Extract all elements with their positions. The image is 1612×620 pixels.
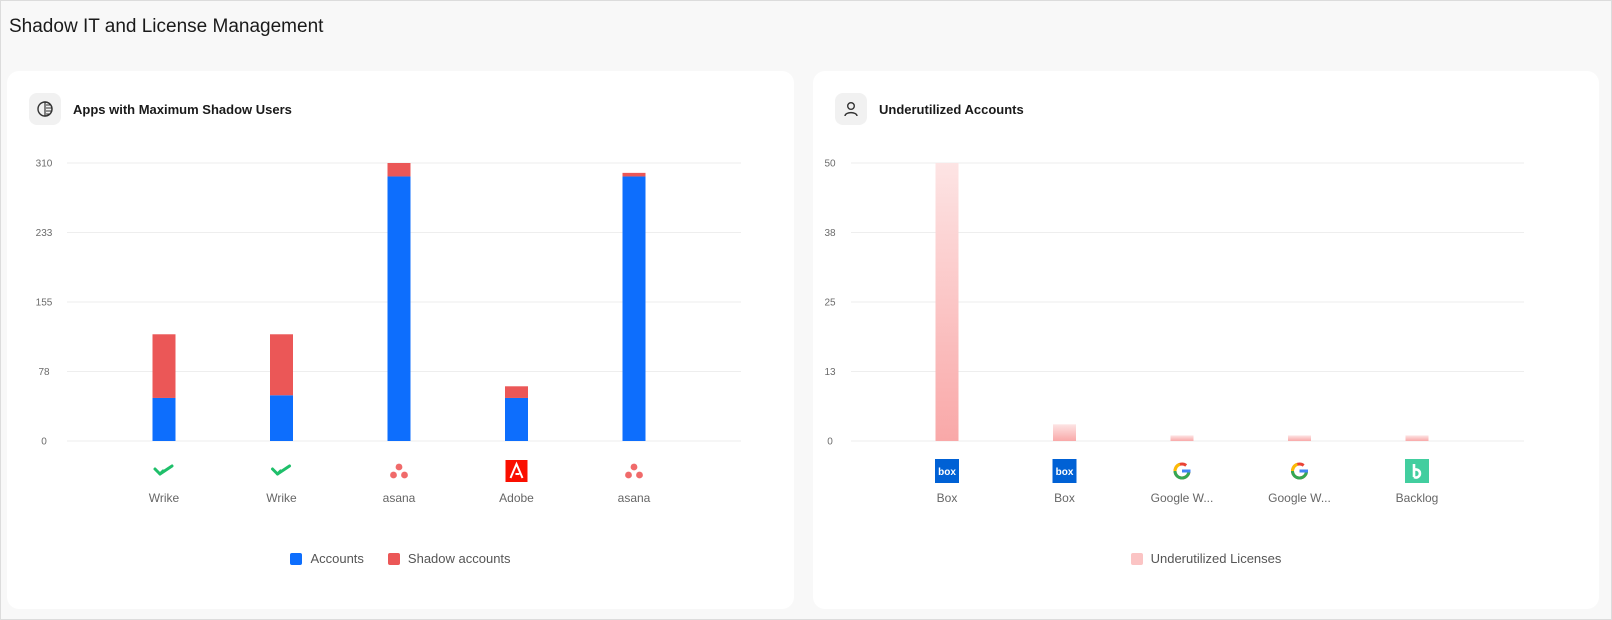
wrike-icon: [153, 464, 174, 476]
x-category-label: asana: [383, 491, 416, 505]
bars: Wrike Wrike asana Adobe asana: [149, 163, 651, 505]
bar-shadow-accounts[interactable]: [152, 334, 176, 398]
x-category-label: Adobe: [499, 491, 534, 505]
shadow-users-card: Apps with Maximum Shadow Users 0 78 155 233…: [7, 71, 794, 609]
bar-accounts[interactable]: [622, 176, 646, 442]
underutilized-chart: 0 13 25 38 50 box Box box Box Google W... Google W…: [824, 159, 1524, 505]
bar-underutilized-licenses[interactable]: [1053, 424, 1076, 441]
bar-shadow-accounts[interactable]: [270, 334, 293, 396]
shadow-users-card-title: Apps with Maximum Shadow Users: [73, 101, 292, 117]
x-category-label: Backlog: [1396, 491, 1439, 505]
bars: box Box box Box Google W... Google W... Backlo…: [935, 163, 1438, 505]
legend-label-underutilized-licenses: Underutilized Licenses: [1150, 551, 1282, 566]
shadow-accounts-swatch: [387, 552, 400, 565]
box-icon: box: [1052, 459, 1077, 483]
underutilized-card: Underutilized Accounts 0 13 25 38 50 box Box bo…: [813, 71, 1599, 609]
legend-item-shadow-accounts[interactable]: Shadow accounts: [387, 551, 511, 566]
x-category-label: Wrike: [149, 491, 180, 505]
legend-item-underutilized-licenses[interactable]: Underutilized Licenses: [1130, 551, 1282, 566]
x-category-label: Wrike: [266, 491, 297, 505]
y-tick-label: 78: [38, 367, 50, 378]
box-icon: box: [935, 459, 959, 483]
wrike-icon: [271, 464, 291, 476]
x-category-label: Box: [1054, 491, 1075, 505]
grid: 0 13 25 38 50: [824, 159, 1524, 448]
shadow-users-legend: Accounts Shadow accounts: [7, 551, 794, 566]
bar-accounts[interactable]: [505, 397, 528, 441]
bar-underutilized-licenses[interactable]: [1170, 435, 1194, 441]
bar-accounts[interactable]: [270, 395, 293, 441]
bar-shadow-accounts[interactable]: [387, 163, 411, 177]
y-tick-label: 0: [41, 437, 47, 448]
underutilized-card-title: Underutilized Accounts: [879, 101, 1024, 117]
x-category-label: Box: [937, 491, 958, 505]
bar-underutilized-licenses[interactable]: [935, 163, 959, 441]
accounts-swatch: [290, 552, 303, 565]
adobe-icon: [505, 460, 528, 482]
x-category-label: asana: [618, 491, 651, 505]
page-title: Shadow IT and License Management: [9, 16, 324, 37]
bar-underutilized-licenses[interactable]: [1405, 435, 1429, 441]
y-tick-label: 310: [36, 159, 53, 170]
bar-accounts[interactable]: [387, 176, 411, 442]
half-circle-icon: [29, 93, 61, 125]
bar-shadow-accounts[interactable]: [622, 172, 646, 177]
legend-label-shadow-accounts: Shadow accounts: [407, 551, 511, 566]
bar-accounts[interactable]: [152, 397, 176, 441]
bar-underutilized-licenses[interactable]: [1288, 435, 1311, 441]
google-icon: [1291, 462, 1308, 480]
asana-icon: [390, 463, 408, 479]
x-category-label: Google W...: [1151, 491, 1214, 505]
underutilized-licenses-swatch: [1130, 552, 1143, 565]
underutilized-legend: Underutilized Licenses: [813, 551, 1599, 566]
google-icon: [1173, 462, 1191, 480]
underutilized-card-header: Underutilized Accounts: [835, 93, 1024, 125]
x-category-label: Google W...: [1268, 491, 1331, 505]
shadow-users-chart: 0 78 155 233 310 Wrike Wrike asana Adobe asana: [36, 159, 741, 505]
y-tick-label: 25: [824, 298, 836, 309]
svg-text:box: box: [1056, 467, 1074, 478]
svg-text:box: box: [938, 467, 956, 478]
bar-shadow-accounts[interactable]: [505, 386, 528, 398]
shadow-users-card-header: Apps with Maximum Shadow Users: [29, 93, 292, 125]
y-tick-label: 233: [36, 228, 53, 239]
legend-item-accounts[interactable]: Accounts: [290, 551, 364, 566]
user-icon: [835, 93, 867, 125]
y-tick-label: 50: [824, 159, 836, 170]
y-tick-label: 38: [824, 228, 836, 239]
legend-label-accounts: Accounts: [310, 551, 364, 566]
y-tick-label: 155: [36, 298, 53, 309]
asana-icon: [625, 463, 643, 479]
y-tick-label: 13: [824, 367, 836, 378]
y-tick-label: 0: [827, 437, 833, 448]
backlog-icon: [1405, 459, 1429, 483]
